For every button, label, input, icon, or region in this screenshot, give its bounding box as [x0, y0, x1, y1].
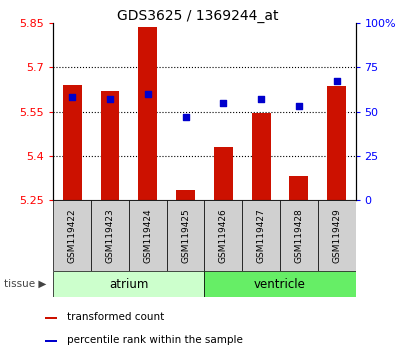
- Text: GSM119423: GSM119423: [105, 208, 115, 263]
- Text: GDS3625 / 1369244_at: GDS3625 / 1369244_at: [117, 9, 278, 23]
- Text: GSM119422: GSM119422: [68, 208, 77, 263]
- Bar: [129, 200, 167, 271]
- Text: GSM119429: GSM119429: [332, 208, 341, 263]
- Text: atrium: atrium: [109, 278, 149, 291]
- Bar: [45, 316, 56, 319]
- Text: percentile rank within the sample: percentile rank within the sample: [67, 335, 243, 344]
- Point: [182, 114, 189, 120]
- Text: tissue ▶: tissue ▶: [4, 279, 46, 289]
- Point: [220, 100, 226, 105]
- Bar: [63, 85, 82, 200]
- Bar: [91, 200, 129, 271]
- Bar: [45, 339, 56, 342]
- Text: GSM119428: GSM119428: [294, 208, 303, 263]
- Bar: [53, 200, 91, 271]
- Text: GSM119424: GSM119424: [143, 208, 152, 263]
- Bar: [176, 190, 195, 200]
- Text: transformed count: transformed count: [67, 312, 164, 321]
- Bar: [205, 200, 242, 271]
- Point: [296, 103, 302, 109]
- Bar: [138, 27, 157, 200]
- Point: [107, 96, 113, 102]
- Bar: [53, 271, 205, 297]
- Point: [333, 79, 340, 84]
- Text: GSM119427: GSM119427: [257, 208, 265, 263]
- Point: [69, 95, 75, 100]
- Bar: [290, 176, 308, 200]
- Bar: [242, 200, 280, 271]
- Text: GSM119425: GSM119425: [181, 208, 190, 263]
- Text: GSM119426: GSM119426: [219, 208, 228, 263]
- Text: ventricle: ventricle: [254, 278, 306, 291]
- Bar: [318, 200, 356, 271]
- Bar: [252, 113, 271, 200]
- Point: [258, 96, 264, 102]
- Bar: [327, 86, 346, 200]
- Bar: [167, 200, 205, 271]
- Bar: [280, 200, 318, 271]
- Bar: [214, 147, 233, 200]
- Bar: [205, 271, 356, 297]
- Bar: [101, 91, 119, 200]
- Point: [145, 91, 151, 97]
